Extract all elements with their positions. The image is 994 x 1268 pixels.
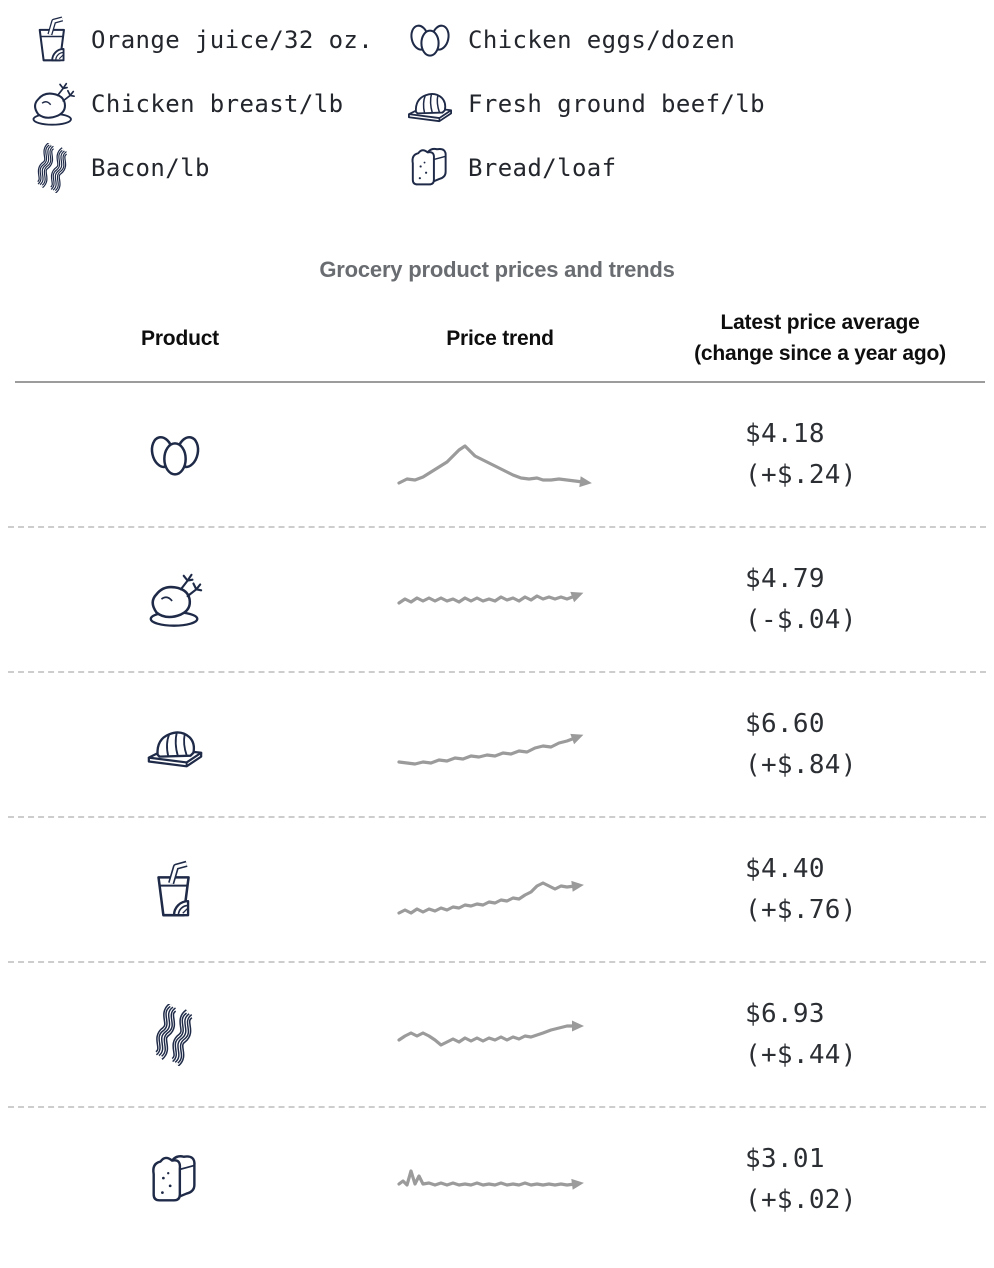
row-divider — [8, 1106, 986, 1108]
header-divider — [15, 381, 985, 383]
price-change: (-$.04) — [745, 604, 857, 635]
latest-price: $4.40 — [745, 853, 825, 884]
legend-label: Fresh ground beef/lb — [468, 90, 765, 118]
latest-price: $4.79 — [745, 563, 825, 594]
row-divider — [8, 671, 986, 673]
column-header-price-trend-label: Price trend — [446, 326, 554, 350]
table-row-eggs: $4.18 (+$.24) — [0, 383, 994, 526]
row-divider — [8, 961, 986, 963]
legend-label: Orange juice/32 oz. — [91, 26, 374, 54]
product-cell — [0, 1004, 350, 1066]
bacon-icon — [144, 1004, 206, 1066]
price-change: (+$.02) — [745, 1184, 857, 1215]
column-header-latest-price-line1: Latest price average — [720, 311, 920, 334]
column-header-product-label: Product — [141, 326, 219, 350]
table-row-orange-juice: $4.40 (+$.76) — [0, 818, 994, 961]
legend-item-ground-beef: Fresh ground beef/lb — [405, 78, 765, 130]
table-body: $4.18 (+$.24) $4.79 (-$.04) $6.60 (+$.84 — [0, 383, 994, 1251]
table-row-ground-beef: $6.60 (+$.84) — [0, 673, 994, 816]
price-trend-sparkline — [350, 1145, 640, 1215]
legend-label: Bread/loaf — [468, 154, 617, 182]
product-cell — [0, 859, 350, 921]
row-divider — [8, 526, 986, 528]
legend-label: Chicken breast/lb — [91, 90, 344, 118]
price-change: (+$.76) — [745, 894, 857, 925]
price-change: (+$.44) — [745, 1039, 857, 1070]
price-trend-sparkline — [350, 855, 640, 925]
chicken-icon — [144, 569, 206, 631]
legend-item-bread: Bread/loaf — [405, 142, 765, 194]
column-header-latest-price: Latest price average (change since a yea… — [655, 300, 985, 376]
page-title: Grocery product prices and trends — [319, 257, 675, 282]
price-change: (+$.24) — [745, 459, 857, 490]
price-trend-sparkline — [350, 1000, 640, 1070]
bacon-icon — [28, 143, 78, 193]
latest-price: $6.60 — [745, 708, 825, 739]
product-cell — [0, 424, 350, 486]
juice-icon — [144, 859, 206, 921]
chicken-icon — [28, 79, 78, 129]
price-cell: $6.93 (+$.44) — [640, 994, 994, 1076]
table-row-chicken-breast: $4.79 (-$.04) — [0, 528, 994, 671]
beef-icon — [405, 79, 455, 129]
price-cell: $4.79 (-$.04) — [640, 559, 994, 641]
price-cell: $4.40 (+$.76) — [640, 849, 994, 931]
eggs-icon — [144, 424, 206, 486]
legend-label: Chicken eggs/dozen — [468, 26, 736, 54]
bread-icon — [144, 1149, 206, 1211]
price-cell: $3.01 (+$.02) — [640, 1139, 994, 1221]
latest-price: $4.18 — [745, 418, 825, 449]
bread-icon — [405, 143, 455, 193]
legend-item-bacon: Bacon/lb — [28, 142, 405, 194]
latest-price: $6.93 — [745, 998, 825, 1029]
column-header-latest-price-line2: (change since a year ago) — [694, 342, 946, 365]
table-row-bacon: $6.93 (+$.44) — [0, 963, 994, 1106]
eggs-icon — [405, 15, 455, 65]
price-trend-sparkline — [350, 710, 640, 780]
column-header-product: Product — [15, 300, 345, 376]
legend-label: Bacon/lb — [91, 154, 210, 182]
legend-item-orange-juice: Orange juice/32 oz. — [28, 14, 405, 66]
legend-item-chicken-breast: Chicken breast/lb — [28, 78, 405, 130]
price-trend-sparkline — [350, 420, 640, 490]
price-trend-sparkline — [350, 565, 640, 635]
row-divider — [8, 816, 986, 818]
juice-icon — [28, 15, 78, 65]
product-cell — [0, 714, 350, 776]
latest-price: $3.01 — [745, 1143, 825, 1174]
table-header: Product Price trend Latest price average… — [15, 300, 985, 376]
table-row-bread: $3.01 (+$.02) — [0, 1108, 994, 1251]
legend: Orange juice/32 oz. Chicken eggs/dozen C… — [28, 14, 765, 194]
column-header-price-trend: Price trend — [345, 300, 655, 376]
product-cell — [0, 1149, 350, 1211]
legend-item-chicken-eggs: Chicken eggs/dozen — [405, 14, 765, 66]
price-change: (+$.84) — [745, 749, 857, 780]
price-cell: $4.18 (+$.24) — [640, 414, 994, 496]
price-cell: $6.60 (+$.84) — [640, 704, 994, 786]
beef-icon — [144, 714, 206, 776]
product-cell — [0, 569, 350, 631]
